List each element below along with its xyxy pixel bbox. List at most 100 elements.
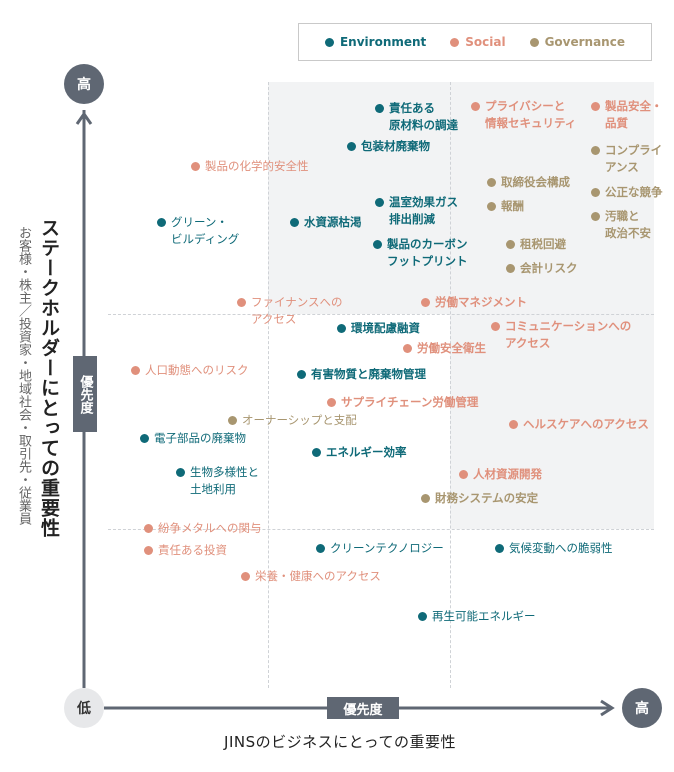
legend-label-social: Social bbox=[465, 35, 506, 49]
issue-environment: 再生可能エネルギー bbox=[418, 608, 536, 625]
issue-label: エネルギー効率 bbox=[326, 445, 407, 459]
governance-dot-icon bbox=[421, 494, 430, 503]
high-priority-zone bbox=[268, 82, 654, 314]
issue-label: グリーン・ ビルディング bbox=[171, 215, 240, 246]
issue-social: 栄養・健康へのアクセス bbox=[241, 568, 381, 585]
issue-social: コミュニケーションへの アクセス bbox=[491, 318, 631, 352]
issue-social: 労働マネジメント bbox=[421, 294, 527, 311]
issue-label: 会計リスク bbox=[520, 261, 578, 275]
social-dot-icon bbox=[450, 37, 460, 47]
issue-label: 紛争メタルへの関与 bbox=[158, 521, 262, 535]
environment-dot-icon bbox=[290, 218, 299, 227]
issue-social: 製品の化学的安全性 bbox=[191, 158, 309, 175]
governance-dot-icon bbox=[591, 188, 600, 197]
issue-label: コンプライ アンス bbox=[605, 143, 663, 174]
legend-item-environment: Environment bbox=[324, 35, 426, 49]
x-axis-arrow-icon bbox=[600, 699, 615, 717]
origin-low-marker: 低 bbox=[64, 688, 104, 728]
issue-label: 温室効果ガス 排出削減 bbox=[389, 195, 458, 226]
issue-label: 包装材廃棄物 bbox=[361, 139, 430, 153]
issue-governance: 租税回避 bbox=[506, 236, 566, 253]
legend-label-governance: Governance bbox=[544, 35, 625, 49]
issue-label: 生物多様性と 土地利用 bbox=[190, 465, 259, 496]
issue-label: 気候変動への脆弱性 bbox=[509, 541, 613, 555]
issue-environment: 温室効果ガス 排出削減 bbox=[375, 194, 458, 228]
issue-environment: 包装材廃棄物 bbox=[347, 138, 430, 155]
social-dot-icon bbox=[591, 102, 600, 111]
issue-label: コミュニケーションへの アクセス bbox=[505, 319, 632, 350]
issue-environment: 電子部品の廃棄物 bbox=[140, 430, 246, 447]
issue-social: 責任ある投資 bbox=[144, 542, 227, 559]
issue-label: プライバシーと 情報セキュリティ bbox=[485, 99, 577, 130]
environment-dot-icon bbox=[176, 468, 185, 477]
issue-social: 労働安全衛生 bbox=[403, 340, 486, 357]
issue-label: 公正な競争 bbox=[605, 185, 663, 199]
issue-label: 製品の化学的安全性 bbox=[205, 159, 309, 173]
issue-label: クリーンテクノロジー bbox=[330, 541, 444, 555]
issue-governance: コンプライ アンス bbox=[591, 142, 662, 176]
issue-label: 環境配慮融資 bbox=[351, 321, 420, 335]
environment-dot-icon bbox=[312, 448, 321, 457]
issue-label: 報酬 bbox=[501, 199, 524, 213]
issue-label: 責任ある 原材料の調達 bbox=[389, 101, 458, 132]
environment-dot-icon bbox=[324, 37, 334, 47]
environment-dot-icon bbox=[140, 434, 149, 443]
environment-dot-icon bbox=[347, 142, 356, 151]
social-dot-icon bbox=[459, 470, 468, 479]
issue-environment: 製品のカーボン フットプリント bbox=[373, 236, 468, 270]
social-dot-icon bbox=[403, 344, 412, 353]
governance-dot-icon bbox=[591, 212, 600, 221]
issue-environment: クリーンテクノロジー bbox=[316, 540, 444, 557]
issue-label: 人材資源開発 bbox=[473, 467, 542, 481]
social-dot-icon bbox=[241, 572, 250, 581]
social-dot-icon bbox=[491, 322, 500, 331]
issue-environment: 責任ある 原材料の調達 bbox=[375, 100, 458, 134]
governance-dot-icon bbox=[487, 178, 496, 187]
environment-dot-icon bbox=[297, 370, 306, 379]
governance-dot-icon bbox=[529, 37, 539, 47]
y-axis-subtitle: お客様・株主／投資家・地域社会・取引先・従業員 bbox=[16, 226, 31, 525]
social-dot-icon bbox=[144, 546, 153, 555]
legend-item-social: Social bbox=[450, 35, 506, 49]
governance-dot-icon bbox=[591, 146, 600, 155]
y-axis-title: ステークホルダーにとっての重要性 bbox=[38, 218, 60, 538]
issue-environment: グリーン・ ビルディング bbox=[157, 214, 239, 248]
governance-dot-icon bbox=[487, 202, 496, 211]
social-dot-icon bbox=[191, 162, 200, 171]
y-axis-arrow-icon bbox=[75, 111, 93, 125]
issue-social: 人材資源開発 bbox=[459, 466, 542, 483]
governance-dot-icon bbox=[228, 416, 237, 425]
issue-label: 再生可能エネルギー bbox=[432, 609, 536, 623]
issue-label: ヘルスケアへのアクセス bbox=[523, 417, 649, 431]
issue-label: 製品のカーボン フットプリント bbox=[387, 237, 468, 268]
issue-governance: 財務システムの安定 bbox=[421, 490, 538, 507]
grid-line-horizontal-1 bbox=[108, 314, 654, 315]
issue-social: 人口動態へのリスク bbox=[131, 362, 249, 379]
social-dot-icon bbox=[131, 366, 140, 375]
issue-label: ファイナンスへの アクセス bbox=[251, 295, 343, 326]
issue-label: 責任ある投資 bbox=[158, 543, 227, 557]
issue-environment: エネルギー効率 bbox=[312, 444, 407, 461]
issue-label: 取締役会構成 bbox=[501, 175, 570, 189]
governance-dot-icon bbox=[506, 240, 515, 249]
issue-social: 製品安全・ 品質 bbox=[591, 98, 663, 132]
issue-label: 人口動態へのリスク bbox=[145, 363, 249, 377]
environment-dot-icon bbox=[418, 612, 427, 621]
social-dot-icon bbox=[237, 298, 246, 307]
issue-label: サプライチェーン労働管理 bbox=[341, 395, 479, 409]
issue-label: 財務システムの安定 bbox=[435, 491, 539, 505]
environment-dot-icon bbox=[495, 544, 504, 553]
issue-governance: 取締役会構成 bbox=[487, 174, 570, 191]
environment-dot-icon bbox=[316, 544, 325, 553]
y-axis-priority-tag: 優先度 bbox=[73, 356, 97, 432]
issue-social: プライバシーと 情報セキュリティ bbox=[471, 98, 576, 132]
issue-label: 労働安全衛生 bbox=[417, 341, 486, 355]
issue-environment: 環境配慮融資 bbox=[337, 320, 420, 337]
environment-dot-icon bbox=[375, 198, 384, 207]
social-dot-icon bbox=[509, 420, 518, 429]
issue-governance: オーナーシップと支配 bbox=[228, 412, 357, 429]
y-axis-high-marker: 高 bbox=[64, 64, 104, 104]
issue-label: 製品安全・ 品質 bbox=[605, 99, 663, 130]
issue-governance: 報酬 bbox=[487, 198, 524, 215]
issue-environment: 気候変動への脆弱性 bbox=[495, 540, 613, 557]
